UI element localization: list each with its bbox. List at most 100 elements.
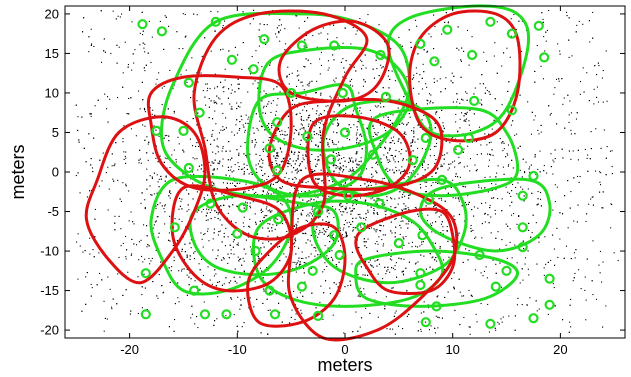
sample-point [401,166,403,168]
sample-point [360,59,362,61]
sample-point [377,273,379,275]
sample-point [212,129,214,131]
sample-point [399,123,401,125]
sample-point [580,288,582,290]
sample-point [386,199,388,201]
sample-point [443,163,445,165]
sample-point [307,181,309,183]
sample-point [167,108,169,110]
sample-point [202,170,204,172]
sample-point [370,116,372,118]
sample-point [496,110,498,112]
sample-point [333,163,335,165]
sample-point [144,258,146,260]
sample-point [269,64,271,66]
sample-point [308,85,310,87]
sample-point [343,227,345,229]
sample-point [81,310,83,312]
sample-point [302,209,304,211]
sample-point [271,122,273,124]
sample-point [411,222,413,224]
sample-point [497,321,499,323]
sample-point [431,222,433,224]
sample-point [332,237,334,239]
sample-point [397,203,399,205]
sample-point [455,148,457,150]
sample-point [300,118,302,120]
sample-point [572,150,574,152]
sample-point [225,117,227,119]
sample-point [364,81,366,83]
sample-point [465,120,467,122]
sample-point [239,308,241,310]
sample-point [275,134,277,136]
sample-point [327,235,329,237]
sample-point [359,213,361,215]
sample-point [328,212,330,214]
sample-point [254,146,256,148]
sample-point [375,59,377,61]
sample-point [255,191,257,193]
sample-point [189,272,191,274]
sample-point [574,133,576,135]
sample-point [586,72,588,74]
sample-point [340,211,342,213]
sample-point [128,190,130,192]
sample-point [434,204,436,206]
sample-point [512,167,514,169]
sample-point [151,257,153,259]
sample-point [247,122,249,124]
sample-point [332,181,334,183]
sample-point [407,207,409,209]
sample-point [553,287,555,289]
sample-point [344,160,346,162]
sample-point [155,205,157,207]
sample-point [196,124,198,126]
sample-point [471,209,473,211]
sample-point [546,29,548,31]
sample-point [196,191,198,193]
sample-point [276,86,278,88]
sample-point [391,259,393,261]
sample-point [296,172,298,174]
sample-point [205,83,207,85]
sample-point [305,182,307,184]
sample-point [404,169,406,171]
sample-point [400,173,402,175]
sample-point [328,166,330,168]
sample-point [491,149,493,151]
sample-point [453,75,455,77]
sample-point [388,149,390,151]
sample-point [200,127,202,129]
sample-point [331,235,333,237]
sample-point [367,211,369,213]
sample-point [295,271,297,273]
sample-point [442,131,444,133]
sample-point [442,122,444,124]
sample-point [316,80,318,82]
sample-point [349,158,351,160]
sample-point [294,318,296,320]
sample-point [391,287,393,289]
sample-point [408,197,410,199]
sample-point [207,230,209,232]
sample-point [295,114,297,116]
sample-point [222,126,224,128]
sample-point [82,251,84,253]
sample-point [343,224,345,226]
sample-point [447,240,449,242]
sample-point [378,197,380,199]
sample-point [315,247,317,249]
sample-point [278,128,280,130]
sample-point [156,216,158,218]
sample-point [452,197,454,199]
sample-point [388,159,390,161]
sample-point [559,238,561,240]
sample-point [263,90,265,92]
sample-point [148,141,150,143]
sample-point [122,182,124,184]
sample-point [570,326,572,328]
sample-point [352,110,354,112]
sample-point [301,190,303,192]
sample-point [306,84,308,86]
